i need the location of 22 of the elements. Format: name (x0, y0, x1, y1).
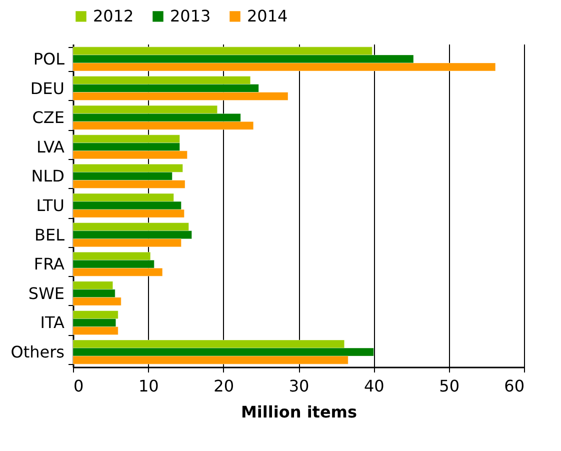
y-tick-label: DEU (30, 78, 64, 98)
y-tick-label: LTU (36, 196, 64, 215)
x-tick-label: 30 (288, 376, 310, 396)
x-tick-label: 0 (74, 376, 84, 396)
x-tick-label: 50 (439, 376, 460, 396)
y-tick-label: CZE (32, 108, 64, 128)
y-tick-label: SWE (28, 284, 64, 303)
x-tick-label: 60 (504, 376, 524, 396)
y-tick-label: ITA (40, 313, 65, 332)
y-tick-label: LVA (36, 137, 65, 156)
x-tick-label: 10 (138, 376, 159, 396)
legend-label: 2012 (93, 6, 134, 26)
y-tick-label: Others (10, 342, 64, 362)
y-tick-label: NLD (31, 166, 64, 186)
x-axis-title: Million items (241, 402, 357, 422)
legend-label: 2013 (170, 6, 211, 26)
x-tick-label: 20 (214, 376, 234, 396)
y-tick-label: FRA (34, 254, 65, 274)
legend-label: 2014 (247, 6, 288, 26)
y-tick-label: BEL (34, 225, 65, 244)
y-tick-label: POL (33, 49, 65, 68)
x-tick-label: 40 (364, 376, 384, 396)
